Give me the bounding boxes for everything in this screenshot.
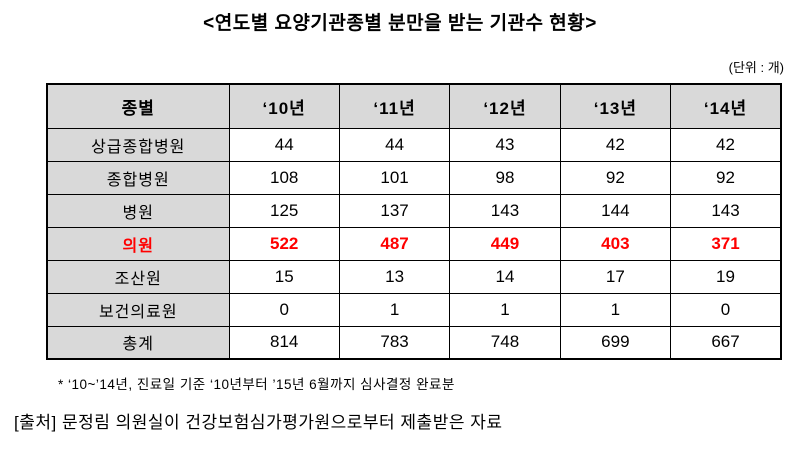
row-label-cell: 의원 — [46, 226, 230, 261]
value-cell: 783 — [338, 325, 451, 360]
value-cell: 1 — [559, 292, 672, 327]
header-cell-type: 종별 — [46, 83, 230, 129]
value-cell: 15 — [228, 259, 340, 294]
value-cell: 814 — [228, 325, 340, 360]
header-cell-year-2011: ‘11년 — [338, 83, 451, 129]
header-cell-year-2010: ‘10년 — [228, 83, 340, 129]
value-cell: 143 — [670, 193, 782, 228]
value-cell: 137 — [338, 193, 451, 228]
value-cell: 44 — [228, 127, 340, 162]
value-cell: 92 — [670, 160, 782, 195]
value-cell: 42 — [670, 127, 782, 162]
row-general-hospital: 종합병원 108 101 98 92 92 — [46, 160, 782, 195]
value-cell: 44 — [338, 127, 451, 162]
value-cell: 17 — [559, 259, 672, 294]
row-label-cell: 상급종합병원 — [46, 127, 230, 162]
row-tertiary-general-hospital: 상급종합병원 44 44 43 42 42 — [46, 127, 782, 162]
value-cell: 144 — [559, 193, 672, 228]
value-cell: 108 — [228, 160, 340, 195]
row-label-cell: 보건의료원 — [46, 292, 230, 327]
value-cell: 667 — [670, 325, 782, 360]
row-public-health-medical-center: 보건의료원 0 1 1 1 0 — [46, 292, 782, 327]
value-cell: 19 — [670, 259, 782, 294]
unit-note: (단위 : 개) — [728, 60, 784, 75]
row-clinic: 의원 522 487 449 403 371 — [46, 226, 782, 261]
value-cell: 125 — [228, 193, 340, 228]
value-cell: 1 — [338, 292, 451, 327]
value-cell: 699 — [559, 325, 672, 360]
institutions-by-year-table: 종별 ‘10년 ‘11년 ‘12년 ‘13년 ‘14년 상급종합병원 44 44… — [46, 83, 782, 360]
value-cell: 43 — [449, 127, 561, 162]
value-cell: 42 — [559, 127, 672, 162]
header-cell-year-2012: ‘12년 — [449, 83, 561, 129]
row-hospital: 병원 125 137 143 144 143 — [46, 193, 782, 228]
row-midwifery-clinic: 조산원 15 13 14 17 19 — [46, 259, 782, 294]
value-cell: 0 — [670, 292, 782, 327]
value-cell: 748 — [449, 325, 561, 360]
row-label-cell: 종합병원 — [46, 160, 230, 195]
value-cell: 98 — [449, 160, 561, 195]
value-cell: 449 — [449, 226, 561, 261]
value-cell: 92 — [559, 160, 672, 195]
row-total: 총계 814 783 748 699 667 — [46, 325, 782, 360]
row-label-cell: 병원 — [46, 193, 230, 228]
value-cell: 0 — [228, 292, 340, 327]
page-title: <연도별 요양기관종별 분만을 받는 기관수 현황> — [203, 13, 597, 34]
header-cell-year-2014: ‘14년 — [670, 83, 782, 129]
value-cell: 101 — [338, 160, 451, 195]
value-cell: 522 — [228, 226, 340, 261]
source-note: [출처] 문정림 의원실이 건강보험심가평가원으로부터 제출받은 자료 — [14, 413, 503, 432]
row-label-cell: 총계 — [46, 325, 230, 360]
value-cell: 1 — [449, 292, 561, 327]
value-cell: 14 — [449, 259, 561, 294]
value-cell: 143 — [449, 193, 561, 228]
value-cell: 487 — [338, 226, 451, 261]
header-row: 종별 ‘10년 ‘11년 ‘12년 ‘13년 ‘14년 — [46, 83, 782, 129]
footnote: * ‘10~’14년, 진료일 기준 ‘10년부터 ’15년 6월까지 심사결정… — [58, 377, 455, 392]
value-cell: 13 — [338, 259, 451, 294]
value-cell: 403 — [559, 226, 672, 261]
header-cell-year-2013: ‘13년 — [559, 83, 672, 129]
value-cell: 371 — [670, 226, 782, 261]
row-label-cell: 조산원 — [46, 259, 230, 294]
